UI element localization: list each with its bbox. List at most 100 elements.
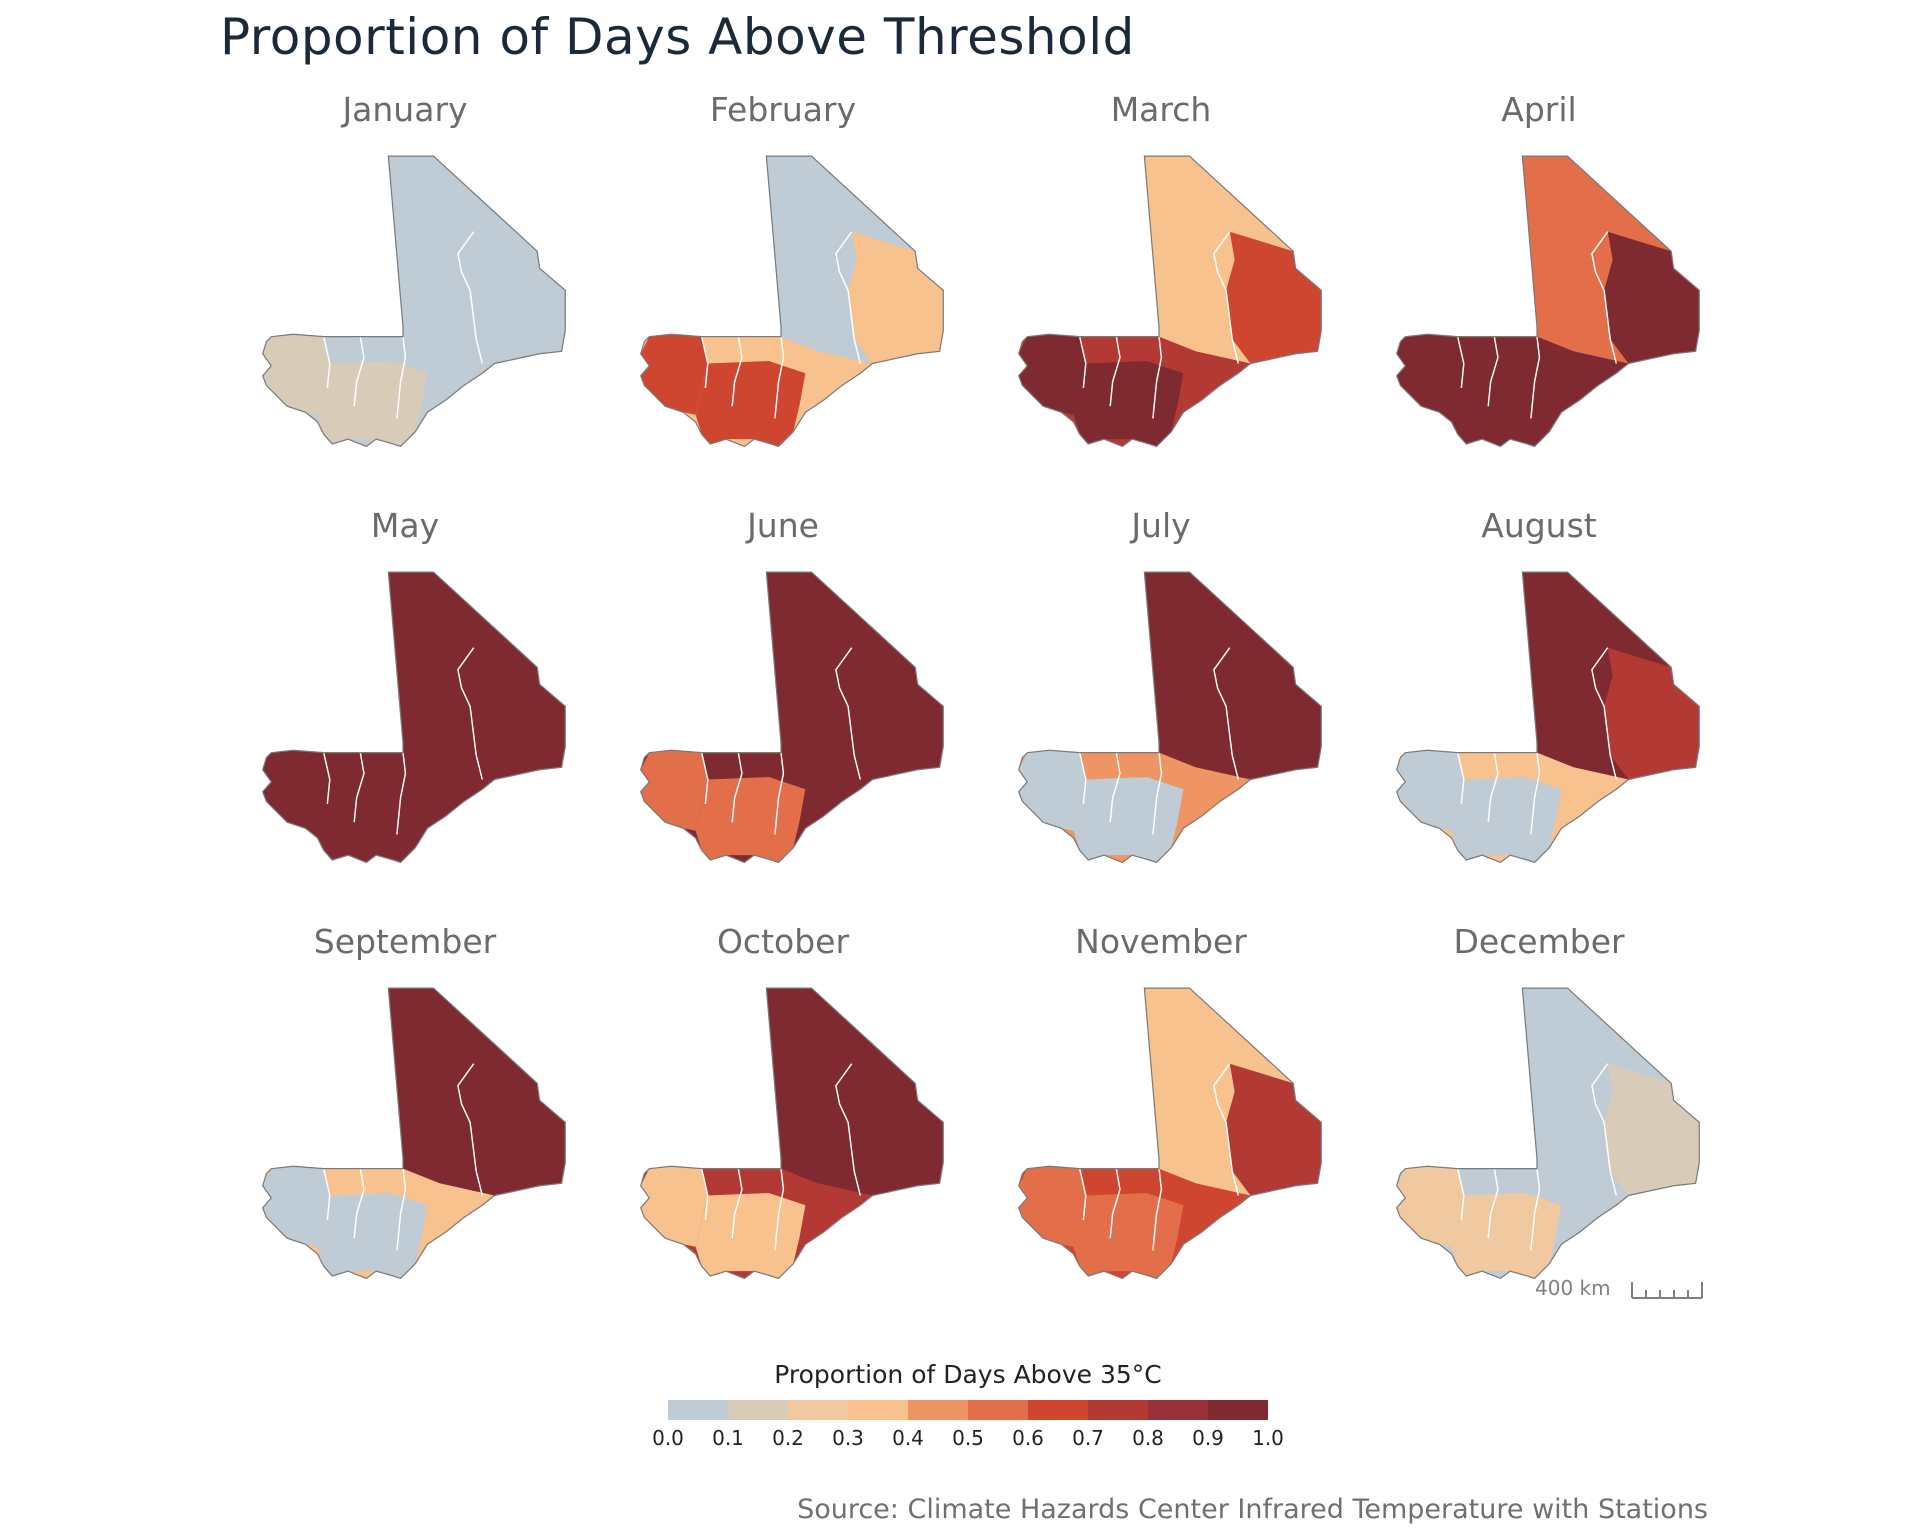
legend-colorbar	[668, 1400, 1268, 1420]
legend-tick: 0.8	[1132, 1426, 1164, 1450]
admin-borders	[1456, 1063, 1618, 1251]
region-south-fill	[1451, 361, 1562, 447]
country-outline	[262, 155, 566, 448]
legend-swatch	[1028, 1400, 1088, 1420]
legend-swatch	[728, 1400, 788, 1420]
panel-month-label: September	[313, 922, 497, 961]
map-svg	[262, 155, 566, 448]
map-panel-september: September	[220, 922, 590, 1322]
panel-month-label: May	[370, 506, 440, 545]
legend-swatch	[968, 1400, 1028, 1420]
map-panel-july: July	[976, 506, 1346, 906]
country-outline	[1018, 155, 1322, 448]
map-svg	[1018, 987, 1322, 1280]
map-panel-august: August	[1354, 506, 1724, 906]
admin-borders	[1456, 231, 1618, 419]
panel-month-label: March	[1110, 90, 1212, 129]
region-west-fill	[1018, 1166, 1086, 1247]
region-south-fill	[1073, 1193, 1184, 1279]
region-east-fill	[470, 647, 566, 780]
map-panel-january: January	[220, 90, 590, 490]
map-svg	[1018, 155, 1322, 448]
region-east-fill	[1226, 647, 1322, 780]
scale-bar: 400 km	[1535, 1272, 1705, 1312]
region-west-fill	[262, 1166, 330, 1247]
map-panel-november: November	[976, 922, 1346, 1322]
region-east-fill	[1226, 231, 1322, 364]
admin-borders	[322, 647, 484, 835]
region-east-fill	[848, 231, 944, 364]
country-outline	[262, 987, 566, 1280]
country-outline	[1396, 155, 1700, 448]
region-south-fill	[695, 1193, 806, 1279]
legend-tick: 0.5	[952, 1426, 984, 1450]
legend-title: Proportion of Days Above 35°C	[774, 1360, 1162, 1389]
country-outline	[640, 571, 944, 864]
map-svg	[262, 987, 566, 1280]
region-east-fill	[848, 647, 944, 780]
legend-tick: 0.2	[772, 1426, 804, 1450]
legend-tick-labels: 0.0 0.1 0.2 0.3 0.4 0.5 0.6 0.7 0.8 0.9 1.0	[652, 1426, 1284, 1456]
country-outline	[640, 987, 944, 1280]
region-west-fill	[640, 750, 708, 831]
region-east-fill	[470, 1063, 566, 1196]
admin-borders	[322, 1063, 484, 1251]
map-panel-october: October	[598, 922, 968, 1322]
region-west-fill	[1396, 334, 1464, 415]
admin-borders	[1078, 647, 1240, 835]
panel-month-label: June	[747, 506, 819, 545]
region-east-fill	[470, 231, 566, 364]
region-south-fill	[695, 361, 806, 447]
region-west-fill	[1396, 1166, 1464, 1247]
legend-tick: 0.6	[1012, 1426, 1044, 1450]
panel-month-label: December	[1453, 922, 1625, 961]
panel-month-label: November	[1075, 922, 1247, 961]
map-panel-february: February	[598, 90, 968, 490]
region-west-fill	[640, 1166, 708, 1247]
legend-swatch	[1088, 1400, 1148, 1420]
legend-tick: 0.4	[892, 1426, 924, 1450]
legend-swatch	[788, 1400, 848, 1420]
country-outline	[1396, 987, 1700, 1280]
country-outline	[1018, 987, 1322, 1280]
country-outline	[262, 571, 566, 864]
panel-month-label: August	[1481, 506, 1597, 545]
map-panel-june: June	[598, 506, 968, 906]
color-legend: Proportion of Days Above 35°C 0.0 0.1 0.2 0…	[652, 1360, 1284, 1460]
region-south-fill	[317, 777, 428, 863]
panel-month-label: October	[716, 922, 850, 961]
region-south-fill	[1451, 777, 1562, 863]
scale-bar-label: 400 km	[1535, 1276, 1611, 1300]
legend-tick: 1.0	[1252, 1426, 1284, 1450]
legend-tick: 0.7	[1072, 1426, 1104, 1450]
region-east-fill	[1604, 1063, 1700, 1196]
region-west-fill	[1018, 750, 1086, 831]
panel-month-label: July	[1131, 506, 1191, 545]
admin-borders	[322, 231, 484, 419]
region-west-fill	[640, 334, 708, 415]
region-west-fill	[262, 750, 330, 831]
map-svg	[640, 987, 944, 1280]
admin-borders	[700, 1063, 862, 1251]
region-east-fill	[1604, 647, 1700, 780]
admin-borders	[700, 231, 862, 419]
scale-bar-ticks	[1631, 1282, 1703, 1299]
region-south-fill	[1073, 361, 1184, 447]
region-east-fill	[848, 1063, 944, 1196]
panel-month-label: February	[709, 90, 857, 129]
map-svg	[640, 155, 944, 448]
region-east-fill	[1604, 231, 1700, 364]
country-outline	[640, 155, 944, 448]
region-south-fill	[695, 777, 806, 863]
chart-title: Proportion of Days Above Threshold	[220, 8, 1135, 66]
map-panel-march: March	[976, 90, 1346, 490]
legend-swatch	[848, 1400, 908, 1420]
legend-swatch	[668, 1400, 728, 1420]
region-west-fill	[1396, 750, 1464, 831]
map-svg	[1396, 987, 1700, 1280]
country-outline	[1018, 571, 1322, 864]
source-note: Source: Climate Hazards Center Infrared …	[797, 1494, 1708, 1525]
region-south-fill	[1451, 1193, 1562, 1279]
legend-swatch	[1208, 1400, 1268, 1420]
map-svg	[1396, 155, 1700, 448]
